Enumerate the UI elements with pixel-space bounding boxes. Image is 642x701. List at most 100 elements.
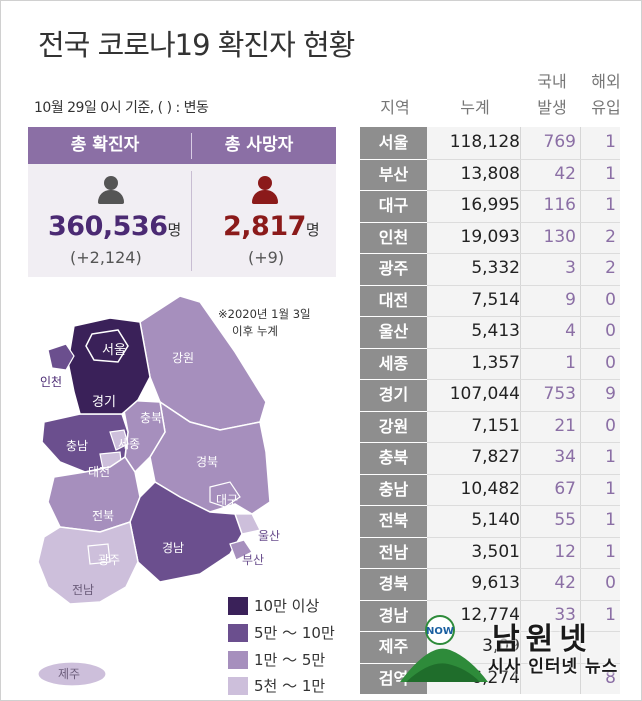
row-domestic: 42 bbox=[554, 573, 576, 593]
header-overseas-line1: 해외 bbox=[591, 72, 621, 91]
legend-swatch bbox=[228, 651, 248, 669]
region-daegu bbox=[209, 481, 241, 508]
row-total: 5,140 bbox=[471, 510, 520, 530]
row-total: 7,827 bbox=[471, 447, 520, 467]
row-domestic: 130 bbox=[543, 226, 576, 247]
row-total: 5,413 bbox=[471, 321, 520, 341]
legend-label: 5천 ～ 1만 bbox=[254, 677, 326, 695]
region-jeonnam bbox=[37, 521, 139, 605]
row-region: 서울 bbox=[378, 133, 409, 152]
header-region: 지역 bbox=[380, 98, 410, 117]
person-red-icon bbox=[252, 176, 278, 206]
summary-box: 총 확진자 총 사망자 360,536명 (+2,124) 2,817명 (+9… bbox=[28, 127, 336, 277]
row-total: 5,332 bbox=[471, 258, 520, 278]
row-overseas: 0 bbox=[605, 352, 616, 373]
watermark: NOW 남원넷 시사 인터넷 뉴스 bbox=[400, 606, 636, 700]
map-label-daegu: 대구 bbox=[216, 493, 238, 507]
row-region: 울산 bbox=[378, 322, 409, 341]
deaths-label: 총 사망자 bbox=[224, 135, 294, 155]
row-divider bbox=[427, 599, 620, 601]
row-overseas: 0 bbox=[605, 321, 616, 341]
confirmed-label: 총 확진자 bbox=[70, 135, 140, 155]
region-gyeongnam bbox=[129, 481, 243, 583]
deaths-value: 2,817 bbox=[223, 211, 306, 242]
row-divider bbox=[427, 442, 620, 443]
header-total: 누계 bbox=[460, 98, 490, 117]
row-overseas: 0 bbox=[605, 573, 616, 593]
table-row: 경북 9,613 42 0 bbox=[360, 568, 620, 600]
table-row: 경기 107,044 753 9 bbox=[360, 379, 620, 411]
row-total: 9,613 bbox=[471, 573, 520, 593]
legend-label: 10만 이상 bbox=[254, 597, 320, 615]
deaths-total: 2,817명 bbox=[223, 211, 320, 242]
table-row: 강원 7,151 21 0 bbox=[360, 411, 620, 443]
table-row: 서울 118,128 769 1 bbox=[360, 127, 620, 159]
row-total: 10,482 bbox=[460, 478, 520, 499]
row-region: 경기 bbox=[378, 385, 409, 404]
header-domestic-line2: 발생 bbox=[537, 98, 567, 117]
map-label-chungnam: 충남 bbox=[66, 439, 88, 453]
row-domestic: 55 bbox=[554, 510, 576, 530]
row-divider bbox=[427, 410, 620, 412]
row-domestic: 769 bbox=[543, 132, 576, 152]
row-region: 광주 bbox=[378, 259, 409, 278]
region-gwangju bbox=[87, 543, 111, 565]
row-domestic: 753 bbox=[543, 384, 576, 404]
row-region: 경북 bbox=[378, 574, 409, 593]
row-total: 3,501 bbox=[471, 541, 520, 562]
row-divider bbox=[427, 347, 620, 349]
map-label-gyeongbuk: 경북 bbox=[196, 455, 218, 469]
region-incheon bbox=[47, 343, 75, 371]
map-note-line1: ※2020년 1월 3일 bbox=[218, 307, 311, 321]
table-row: 전남 3,501 12 1 bbox=[360, 537, 620, 569]
map-label-gangwon: 강원 bbox=[172, 351, 194, 365]
legend-swatch bbox=[228, 597, 248, 615]
header-overseas-line2: 유입 bbox=[591, 98, 621, 117]
confirmed-unit: 명 bbox=[167, 221, 181, 239]
table-row: 세종 1,357 1 0 bbox=[360, 348, 620, 380]
row-divider bbox=[427, 631, 620, 632]
row-domestic: 3 bbox=[565, 258, 576, 278]
row-divider bbox=[427, 316, 620, 317]
table-row: 충남 10,482 67 1 bbox=[360, 474, 620, 506]
row-total: 107,044 bbox=[449, 384, 520, 404]
row-total: 3,09 bbox=[482, 636, 520, 656]
region-sejong bbox=[109, 429, 129, 451]
row-domestic: 1 bbox=[565, 352, 576, 373]
region-seoul bbox=[85, 329, 129, 363]
row-overseas: 9 bbox=[605, 384, 616, 404]
row-overseas: 2 bbox=[605, 258, 616, 278]
row-region: 경남 bbox=[378, 605, 409, 625]
table-row: 대전 7,514 9 0 bbox=[360, 285, 620, 317]
row-region: 전북 bbox=[378, 511, 409, 530]
row-region: 대구 bbox=[378, 196, 409, 215]
map-note-line2: 이후 누계 bbox=[232, 324, 278, 338]
map-label-sejong: 세종 bbox=[118, 437, 140, 451]
row-total: 13,808 bbox=[460, 163, 520, 184]
table-row: 광주 5,332 3 2 bbox=[360, 253, 620, 285]
map-label-busan: 부산 bbox=[242, 553, 264, 567]
region-jeju bbox=[37, 661, 107, 687]
row-domestic: 9 bbox=[565, 289, 576, 310]
row-domestic: 42 bbox=[554, 163, 576, 184]
row-total: 1,357 bbox=[471, 352, 520, 373]
row-domestic: 67 bbox=[554, 478, 576, 499]
row-overseas: 2 bbox=[605, 226, 616, 247]
row-region: 부산 bbox=[378, 164, 409, 184]
row-total: 16,995 bbox=[460, 195, 520, 215]
row-overseas: 1 bbox=[605, 163, 616, 184]
row-domestic: 33 bbox=[554, 604, 576, 625]
map-label-incheon: 인천 bbox=[40, 374, 62, 389]
deaths-unit: 명 bbox=[305, 221, 320, 239]
summary-header: 총 확진자 총 사망자 bbox=[28, 127, 336, 164]
legend-swatch bbox=[228, 677, 248, 695]
row-divider bbox=[427, 536, 620, 538]
row-domestic: 12 bbox=[554, 541, 576, 562]
map-label-seoul: 서울 bbox=[102, 343, 126, 358]
table-row: 전북 5,140 55 1 bbox=[360, 505, 620, 537]
map-label-gyeongnam: 경남 bbox=[162, 541, 184, 555]
row-divider bbox=[427, 662, 620, 664]
confirmed-delta: (+2,124) bbox=[70, 248, 142, 267]
row-overseas: 1 bbox=[605, 478, 616, 499]
row-divider bbox=[427, 253, 620, 254]
